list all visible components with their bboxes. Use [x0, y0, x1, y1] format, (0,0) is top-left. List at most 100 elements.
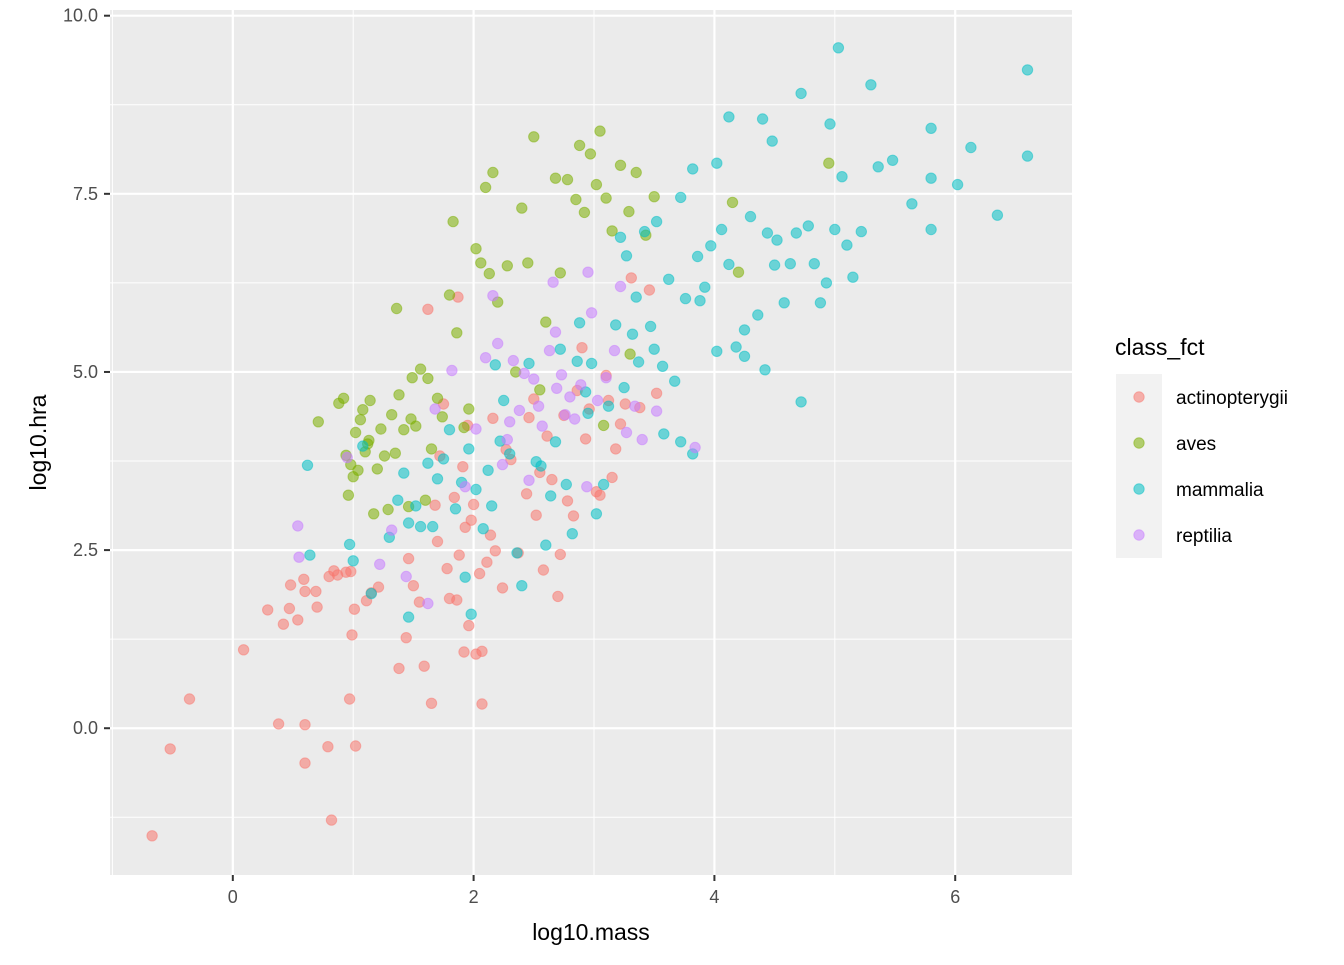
data-point	[991, 209, 1004, 221]
data-point	[564, 391, 576, 403]
data-point	[795, 87, 807, 100]
data-point	[546, 473, 558, 486]
data-point	[422, 372, 434, 385]
y-tick-label: 7.5	[73, 184, 98, 204]
data-point	[569, 413, 581, 425]
data-point	[594, 125, 606, 137]
data-point	[629, 400, 641, 412]
data-point	[687, 163, 699, 175]
data-point	[925, 223, 937, 236]
data-point	[470, 243, 482, 255]
data-point	[711, 157, 723, 169]
data-point	[237, 644, 250, 656]
data-point	[532, 400, 545, 412]
data-point	[418, 660, 430, 672]
data-point	[511, 547, 523, 559]
data-point	[501, 260, 513, 272]
y-axis-title: log10.hra	[25, 394, 51, 490]
data-point	[463, 403, 475, 415]
data-point	[561, 173, 574, 186]
legend-title: class_fct	[1115, 334, 1205, 360]
data-point	[597, 478, 610, 491]
data-point	[310, 585, 322, 598]
x-tick-label: 4	[709, 887, 719, 907]
data-point	[507, 354, 519, 367]
data-point	[389, 447, 401, 459]
data-point	[590, 178, 603, 191]
data-point	[523, 411, 535, 424]
legend-items: actinopterygii aves mammalia reptilia	[1116, 374, 1288, 558]
data-point	[342, 489, 355, 501]
data-point	[829, 223, 841, 236]
data-point	[516, 202, 528, 214]
data-point	[459, 481, 471, 493]
data-point	[699, 281, 711, 293]
data-point	[567, 510, 580, 522]
data-point	[386, 409, 398, 421]
legend-item-actinopterygii: actinopterygii	[1133, 388, 1288, 409]
data-point	[925, 172, 937, 184]
data-point	[301, 459, 314, 471]
data-point	[410, 500, 422, 512]
data-point	[406, 372, 418, 384]
data-point	[458, 646, 470, 658]
data-point	[504, 416, 516, 428]
data-point	[437, 453, 450, 465]
data-point	[555, 369, 568, 381]
data-point	[431, 535, 444, 548]
data-point	[365, 587, 377, 600]
data-point	[766, 135, 778, 147]
data-point	[518, 367, 530, 380]
data-point	[602, 400, 615, 412]
legend-label: aves	[1176, 434, 1216, 455]
x-tick-label: 6	[950, 887, 960, 907]
data-point	[374, 558, 386, 570]
data-point	[479, 181, 492, 194]
data-point	[648, 343, 660, 355]
data-point	[619, 398, 631, 410]
y-tick-label: 0.0	[73, 718, 98, 738]
data-point	[451, 594, 463, 606]
data-point	[832, 42, 845, 54]
data-point	[1021, 150, 1034, 162]
data-point	[530, 509, 542, 521]
data-point	[644, 320, 657, 333]
data-point	[872, 161, 884, 173]
x-axis: 0 2 4 6	[228, 875, 960, 907]
data-point	[965, 141, 977, 154]
series-mammalia	[301, 42, 1034, 623]
data-point	[299, 719, 311, 731]
data-point	[398, 424, 410, 436]
data-point	[545, 490, 557, 502]
data-point	[581, 481, 593, 493]
data-point	[559, 409, 571, 421]
data-point	[600, 192, 612, 204]
data-point	[492, 337, 504, 350]
data-point	[528, 131, 540, 143]
data-point	[520, 488, 533, 500]
data-point	[547, 276, 559, 288]
data-point	[322, 741, 334, 753]
major-gridlines	[110, 10, 1072, 875]
series-aves	[312, 125, 835, 520]
data-point	[422, 303, 434, 315]
data-point	[481, 556, 493, 568]
data-point	[407, 580, 420, 592]
data-point	[470, 423, 482, 435]
y-tick-label: 5.0	[73, 362, 98, 382]
data-point	[425, 443, 438, 455]
data-point	[614, 231, 627, 244]
data-point	[541, 430, 553, 442]
data-point	[262, 604, 274, 616]
data-point	[573, 139, 586, 152]
data-point	[398, 467, 410, 479]
legend-key-background	[1116, 374, 1162, 558]
data-point	[325, 814, 338, 826]
data-point	[501, 433, 513, 446]
data-point	[540, 539, 552, 551]
data-point	[554, 343, 566, 355]
data-point	[473, 567, 486, 580]
data-point	[343, 538, 356, 551]
data-point	[597, 419, 610, 432]
data-point	[431, 392, 444, 404]
